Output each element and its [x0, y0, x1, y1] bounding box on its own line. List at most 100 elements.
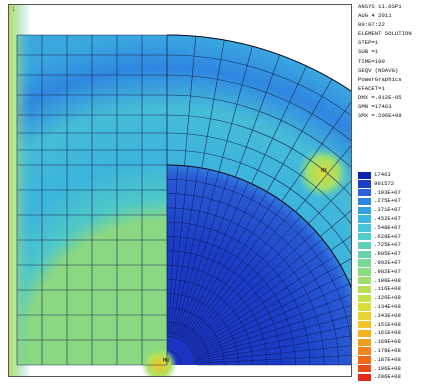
- legend-color-swatch: [358, 321, 371, 329]
- legend-entry: .134E+08: [358, 303, 442, 312]
- legend-color-swatch: [358, 312, 371, 320]
- legend-value-label: .805E+07: [374, 250, 401, 258]
- contour-legend: 17463 901572.193E+07.275E+07.371E+07.452E…: [358, 171, 442, 385]
- mesh-arc: [166, 94, 351, 168]
- legend-color-swatch: [358, 268, 371, 276]
- legend-value-label: .548E+07: [374, 223, 401, 231]
- legend-color-swatch: [358, 277, 371, 285]
- legend-color-swatch: [358, 338, 371, 347]
- inner-mesh-radial: [196, 355, 351, 364]
- inner-mesh-radial: [189, 231, 316, 346]
- info-line: SMN =17463: [358, 103, 392, 111]
- legend-value-label: .187E+08: [374, 355, 401, 363]
- solution-info-panel: ANSYS 11.0SP1 AUG 4 2011 00:07:22 ELEMENT S…: [358, 2, 442, 172]
- legend-color-swatch: [358, 189, 371, 197]
- legend-entry: .452E+07: [358, 215, 442, 224]
- info-line: ANSYS 11.0SP1: [358, 3, 402, 10]
- mesh-radial-line: [251, 65, 307, 184]
- inner-mesh-radial: [185, 209, 294, 342]
- legend-entry: .169E+08: [358, 338, 442, 347]
- mesh-radial-line: [281, 101, 351, 202]
- inner-mesh-radial: [180, 186, 258, 339]
- left-edge-highlight: [9, 5, 31, 376]
- inner-mesh-radial: [184, 203, 285, 341]
- legend-value-label: .143E+08: [374, 311, 401, 319]
- inner-mesh-radial: [174, 171, 219, 337]
- legend-entry: .116E+08: [358, 285, 442, 294]
- legend-color-swatch: [358, 197, 371, 206]
- mesh-radial-line: [235, 54, 281, 178]
- mesh-radial-line: [295, 145, 351, 212]
- legend-value-label: .161E+08: [374, 329, 401, 337]
- inner-mesh-radial: [190, 238, 323, 347]
- inner-mesh-radial: [193, 274, 346, 352]
- min-node-label: MN: [163, 358, 170, 364]
- window-number-label: 1: [12, 7, 16, 13]
- legend-entry: .179E+08: [358, 347, 442, 356]
- legend-color-swatch: [358, 224, 371, 232]
- info-line: SEQV (NOAVG): [358, 66, 399, 74]
- inner-mesh-radial: [192, 255, 335, 349]
- legend-entry: .548E+07: [358, 224, 442, 233]
- legend-entry: .196E+08: [358, 365, 442, 374]
- legend-color-swatch: [358, 373, 371, 382]
- inner-mesh-radial: [192, 264, 341, 351]
- mesh-arc: [166, 54, 351, 116]
- legend-color-swatch: [358, 215, 371, 223]
- info-line: DMX =.912E-05: [358, 93, 402, 101]
- legend-entry: .161E+08: [358, 329, 442, 338]
- legend-value-label: .628E+07: [374, 232, 401, 240]
- mesh-radial-line: [308, 180, 351, 224]
- legend-value-label: .206E+08: [374, 373, 401, 381]
- legend-entry: .187E+08: [358, 356, 442, 365]
- legend-entry: .805E+07: [358, 250, 442, 259]
- mesh-radial-line: [320, 210, 351, 237]
- inner-mesh-radial: [171, 167, 199, 336]
- legend-entry: .108E+08: [358, 277, 442, 286]
- inner-mesh-radial: [168, 165, 178, 336]
- legend-entry: .126E+08: [358, 294, 442, 303]
- info-line: 00:07:22: [358, 21, 385, 29]
- inner-mesh-radial: [196, 325, 351, 359]
- legend-entry: .193E+07: [358, 189, 442, 198]
- inner-mesh-radial: [194, 294, 351, 355]
- legend-color-swatch: [358, 241, 371, 250]
- mesh-layer: [9, 5, 351, 376]
- legend-entry: 17463: [358, 171, 442, 180]
- legend-entry: .371E+07: [358, 206, 442, 215]
- legend-entry: 901572: [358, 180, 442, 189]
- legend-entry: .275E+07: [358, 197, 442, 206]
- info-line: PowerGraphics: [358, 75, 402, 83]
- contour-plot-area[interactable]: 1 MX MN: [8, 4, 352, 377]
- legend-value-label: .193E+07: [374, 188, 401, 196]
- mesh-radial-line: [218, 46, 253, 172]
- mesh-arc: [166, 74, 351, 142]
- info-line: EFACET=1: [358, 84, 385, 92]
- mesh-radial-line: [201, 39, 225, 169]
- min-hotspot: [141, 347, 177, 376]
- outer-ring-region: [167, 35, 351, 287]
- interface-boundary: [166, 164, 351, 289]
- inner-mesh-radial: [186, 216, 301, 343]
- inner-mesh-radial: [173, 169, 209, 336]
- inner-mesh-radial: [194, 283, 350, 354]
- info-line: TIME=100: [358, 57, 385, 65]
- legend-color-swatch: [358, 303, 371, 311]
- inner-mesh-radial: [181, 191, 268, 340]
- info-line: SMX =.206E+08: [358, 112, 402, 120]
- legend-value-label: .902E+07: [374, 258, 401, 266]
- legend-value-label: .371E+07: [374, 206, 401, 214]
- inner-mesh-radial: [177, 178, 239, 338]
- inner-mesh-radial: [196, 345, 351, 363]
- legend-value-label: 17463: [374, 171, 391, 178]
- legend-value-label: .196E+08: [374, 364, 401, 372]
- inner-mesh-radial: [191, 247, 329, 348]
- mesh-radial-line: [266, 79, 333, 192]
- inner-mesh-arc: [166, 336, 196, 366]
- inner-mesh-radial: [183, 197, 277, 340]
- legend-value-label: .725E+07: [374, 241, 401, 249]
- legend-value-label: .452E+07: [374, 214, 401, 222]
- legend-entry: .628E+07: [358, 233, 442, 242]
- legend-entry: .143E+08: [358, 312, 442, 321]
